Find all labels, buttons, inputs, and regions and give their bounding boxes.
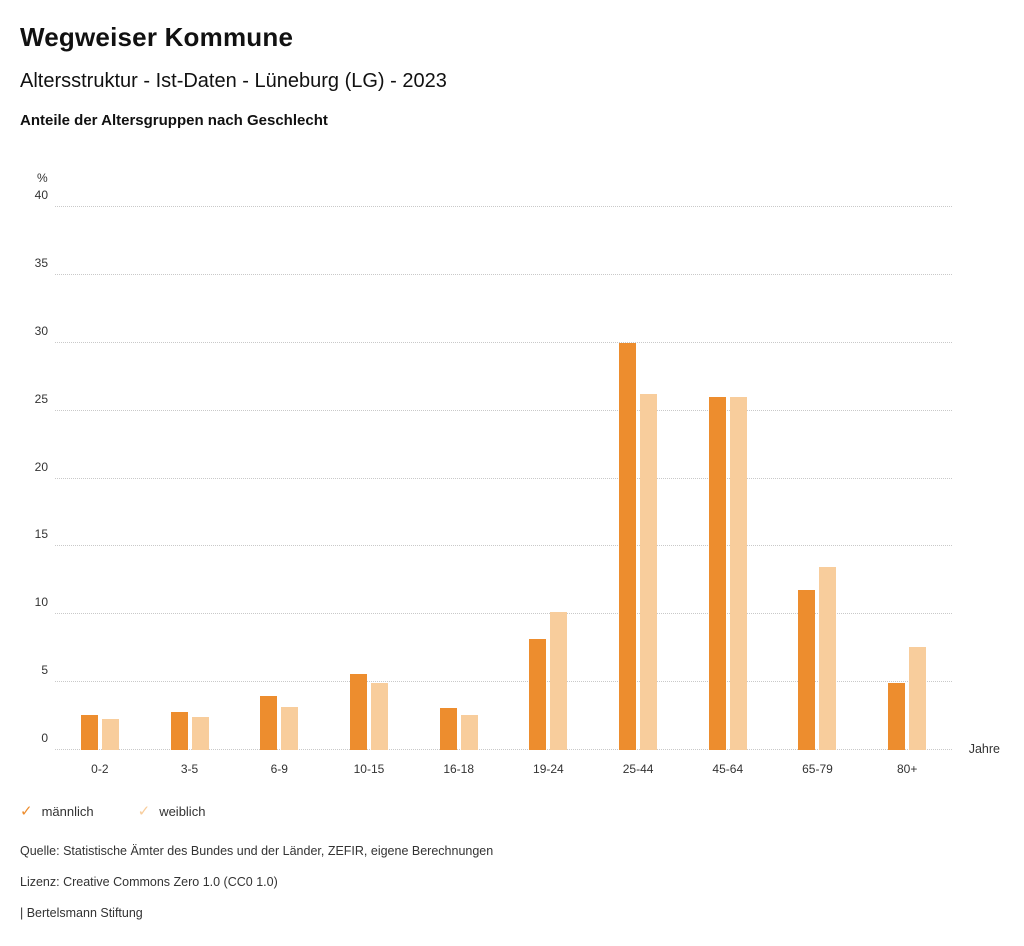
x-tick-label-25-44: 25-44 xyxy=(622,762,654,776)
x-axis-unit-label: Jahre xyxy=(968,742,1000,756)
x-tick-label-16-18: 16-18 xyxy=(443,762,475,776)
bar-männlich-19-24 xyxy=(529,638,547,750)
legend-label: männlich xyxy=(41,804,94,819)
legend-label: weiblich xyxy=(159,804,206,819)
bar-weiblich-80+ xyxy=(909,646,927,750)
gridline-0 xyxy=(55,749,952,750)
plot-area: % Jahre 0 5 10 15 20 25 30 35 40 xyxy=(35,171,1000,756)
gridline-30 xyxy=(55,341,952,343)
checkmark-icon: ✓ xyxy=(137,803,151,820)
y-tick-label-20: 20 xyxy=(34,459,48,474)
bar-weiblich-6-9 xyxy=(281,706,299,750)
bar-group-10-15 xyxy=(324,207,414,750)
bar-groups xyxy=(55,207,952,750)
bar-weiblich-3-5 xyxy=(191,717,209,750)
bar-weiblich-25-44 xyxy=(640,394,658,750)
x-tick-label-19-24: 19-24 xyxy=(533,762,564,776)
bar-männlich-80+ xyxy=(888,683,906,750)
gridline-10 xyxy=(55,613,952,615)
y-axis-unit-label: % xyxy=(37,171,48,185)
bar-group-65-79 xyxy=(773,207,863,750)
license-note: Lizenz: Creative Commons Zero 1.0 (CC0 1… xyxy=(20,875,278,890)
x-tick-label-3-5: 3-5 xyxy=(180,762,199,776)
bar-männlich-3-5 xyxy=(170,712,188,750)
bar-chart: % Jahre 0 5 10 15 20 25 30 35 40 0-2 3-5 6-9 10-15 1… xyxy=(20,171,1004,776)
gridline-20 xyxy=(55,477,952,479)
x-tick-label-0-2: 0-2 xyxy=(91,762,109,776)
y-tick-label-5: 5 xyxy=(41,663,48,678)
chart-subtitle: Altersstruktur - Ist-Daten - Lüneburg (L… xyxy=(20,70,447,92)
x-tick-label-45-64: 45-64 xyxy=(712,762,744,776)
legend-item-männlich[interactable]: ✓ männlich xyxy=(20,804,94,819)
bar-männlich-16-18 xyxy=(439,707,457,750)
bar-group-19-24 xyxy=(504,207,594,750)
y-tick-label-15: 15 xyxy=(34,527,48,542)
chart-legend: ✓ männlich ✓ weiblich xyxy=(20,804,1004,819)
y-tick-label-25: 25 xyxy=(34,391,48,406)
legend-item-weiblich[interactable]: ✓ weiblich xyxy=(138,804,206,819)
bar-weiblich-19-24 xyxy=(550,611,568,750)
bar-weiblich-10-15 xyxy=(370,683,388,750)
bar-group-16-18 xyxy=(414,207,504,750)
bar-group-3-5 xyxy=(145,207,235,750)
bar-männlich-45-64 xyxy=(708,397,726,750)
bar-group-0-2 xyxy=(55,207,145,750)
chart-footer: Quelle: Statistische Ämter des Bundes un… xyxy=(20,844,1004,921)
source-note: Quelle: Statistische Ämter des Bundes un… xyxy=(20,844,494,858)
gridline-25 xyxy=(55,409,952,411)
bar-männlich-25-44 xyxy=(619,342,637,750)
x-tick-label-65-79: 65-79 xyxy=(802,762,833,776)
bar-weiblich-16-18 xyxy=(460,714,478,750)
bar-group-25-44 xyxy=(593,207,683,750)
y-tick-label-10: 10 xyxy=(34,595,48,610)
checkmark-icon: ✓ xyxy=(20,803,33,820)
x-tick-label-80+: 80+ xyxy=(897,762,918,776)
bar-weiblich-0-2 xyxy=(101,718,119,750)
gridline-35 xyxy=(55,273,952,275)
bar-männlich-65-79 xyxy=(798,589,816,750)
gridline-5 xyxy=(55,681,952,683)
x-tick-label-10-15: 10-15 xyxy=(353,762,385,776)
bar-weiblich-45-64 xyxy=(729,397,747,750)
y-tick-label-35: 35 xyxy=(34,255,48,270)
bar-männlich-0-2 xyxy=(80,714,98,750)
bar-group-80+ xyxy=(862,207,952,750)
chart-heading: Anteile der Altersgruppen nach Geschlech… xyxy=(20,112,328,129)
brand-note: | Bertelsmann Stiftung xyxy=(20,906,143,921)
bar-group-45-64 xyxy=(683,207,773,750)
y-tick-label-40: 40 xyxy=(34,188,48,202)
gridline-15 xyxy=(55,545,952,547)
bar-männlich-6-9 xyxy=(260,695,278,750)
bar-group-6-9 xyxy=(234,207,324,750)
bar-männlich-10-15 xyxy=(349,673,367,750)
x-tick-label-6-9: 6-9 xyxy=(270,762,288,776)
x-axis-tick-labels: 0-2 3-5 6-9 10-15 16-18 19-24 25-44 45-64 65-79 8… xyxy=(55,762,952,776)
gridline-40 xyxy=(55,206,952,207)
y-tick-label-0: 0 xyxy=(41,731,48,745)
y-tick-label-30: 30 xyxy=(34,323,48,338)
page-title: Wegweiser Kommune xyxy=(20,22,294,52)
bar-weiblich-65-79 xyxy=(819,566,837,750)
